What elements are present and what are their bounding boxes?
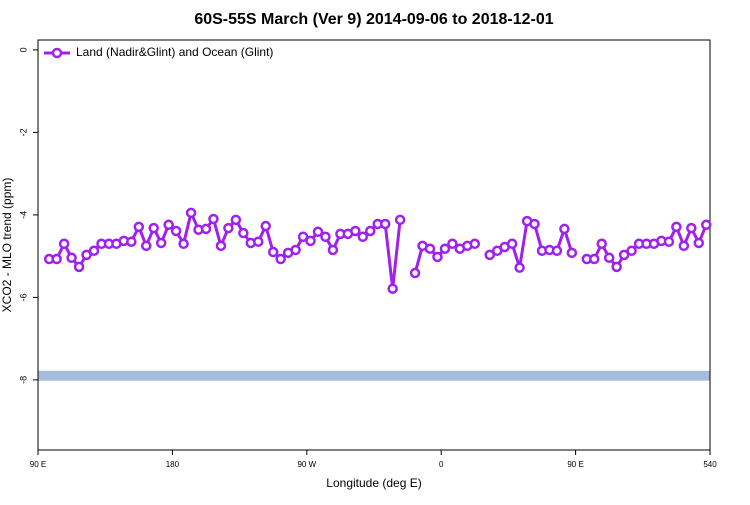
chart-title: 60S-55S March (Ver 9) 2014-09-06 to 2018… <box>194 11 553 28</box>
y-tick-label: 0 <box>18 47 28 52</box>
data-point <box>230 214 242 226</box>
data-point <box>200 223 212 235</box>
data-point <box>618 249 630 261</box>
x-tick-label: 90 E <box>567 460 583 469</box>
data-point <box>424 243 436 254</box>
x-tick-label: 0 <box>439 460 444 469</box>
data-point <box>678 240 690 252</box>
data-point <box>223 222 234 234</box>
legend-label: Land (Nadir&Glint) and Ocean (Glint) <box>76 45 273 59</box>
data-point <box>275 253 286 265</box>
data-point <box>267 246 279 258</box>
data-point <box>439 243 451 254</box>
data-point <box>58 238 70 250</box>
y-tick-label: -2 <box>18 128 28 136</box>
data-point <box>365 225 376 237</box>
data-point <box>320 231 331 243</box>
data-point <box>566 247 578 259</box>
data-point <box>693 237 705 249</box>
data-point <box>469 238 481 250</box>
data-point <box>663 236 675 247</box>
data-point <box>671 221 682 233</box>
data-point <box>88 245 100 257</box>
x-tick-label: 180 <box>166 460 180 469</box>
data-point <box>379 218 391 230</box>
data-point <box>701 219 712 231</box>
x-tick-label: 90 E <box>30 460 46 469</box>
data-point <box>589 253 600 265</box>
data-point <box>327 244 339 256</box>
y-tick-label: -8 <box>18 376 28 384</box>
data-point <box>126 236 137 247</box>
y-axis-label: XCO2 - MLO trend (ppm) <box>0 178 14 313</box>
data-point <box>312 226 324 238</box>
data-point <box>81 249 92 261</box>
data-point <box>686 222 697 234</box>
plot-frame <box>37 39 711 451</box>
data-point <box>238 227 249 239</box>
data-point <box>66 252 77 264</box>
data-point <box>215 240 227 252</box>
x-tick-label: 540 <box>703 460 717 469</box>
data-point <box>603 252 615 264</box>
data-point <box>484 249 495 261</box>
data-point <box>551 245 563 257</box>
y-tick-label: -6 <box>18 293 28 301</box>
data-point <box>596 238 607 250</box>
data-point <box>260 220 271 232</box>
data-point <box>297 231 309 243</box>
y-tick-label: -4 <box>18 211 28 219</box>
data-point <box>305 235 316 247</box>
data-point <box>394 214 406 226</box>
data-point <box>514 262 525 273</box>
data-point <box>148 222 159 234</box>
data-point <box>141 240 152 252</box>
reference-band <box>38 370 710 381</box>
x-tick-label: 90 W <box>297 460 316 469</box>
data-point <box>447 238 458 250</box>
data-point <box>626 245 637 257</box>
data-point <box>208 213 219 225</box>
data-point <box>155 237 167 249</box>
legend-marker <box>51 47 63 59</box>
data-point <box>350 225 361 237</box>
data-point <box>170 225 182 237</box>
data-point <box>559 223 570 235</box>
data-point <box>253 236 264 247</box>
data-point <box>357 231 369 243</box>
data-point <box>409 267 421 279</box>
data-point <box>611 261 622 273</box>
data-point <box>51 253 62 265</box>
data-point <box>163 219 174 231</box>
x-axis-label: Longitude (deg E) <box>326 476 421 490</box>
series-line <box>49 211 402 291</box>
data-point <box>290 244 301 256</box>
data-point <box>432 251 443 263</box>
data-point <box>133 221 145 233</box>
data-point <box>506 238 518 250</box>
data-point <box>178 238 189 250</box>
data-point <box>529 218 540 230</box>
data-point <box>185 207 197 219</box>
data-point <box>73 261 85 273</box>
data-point <box>387 283 398 294</box>
